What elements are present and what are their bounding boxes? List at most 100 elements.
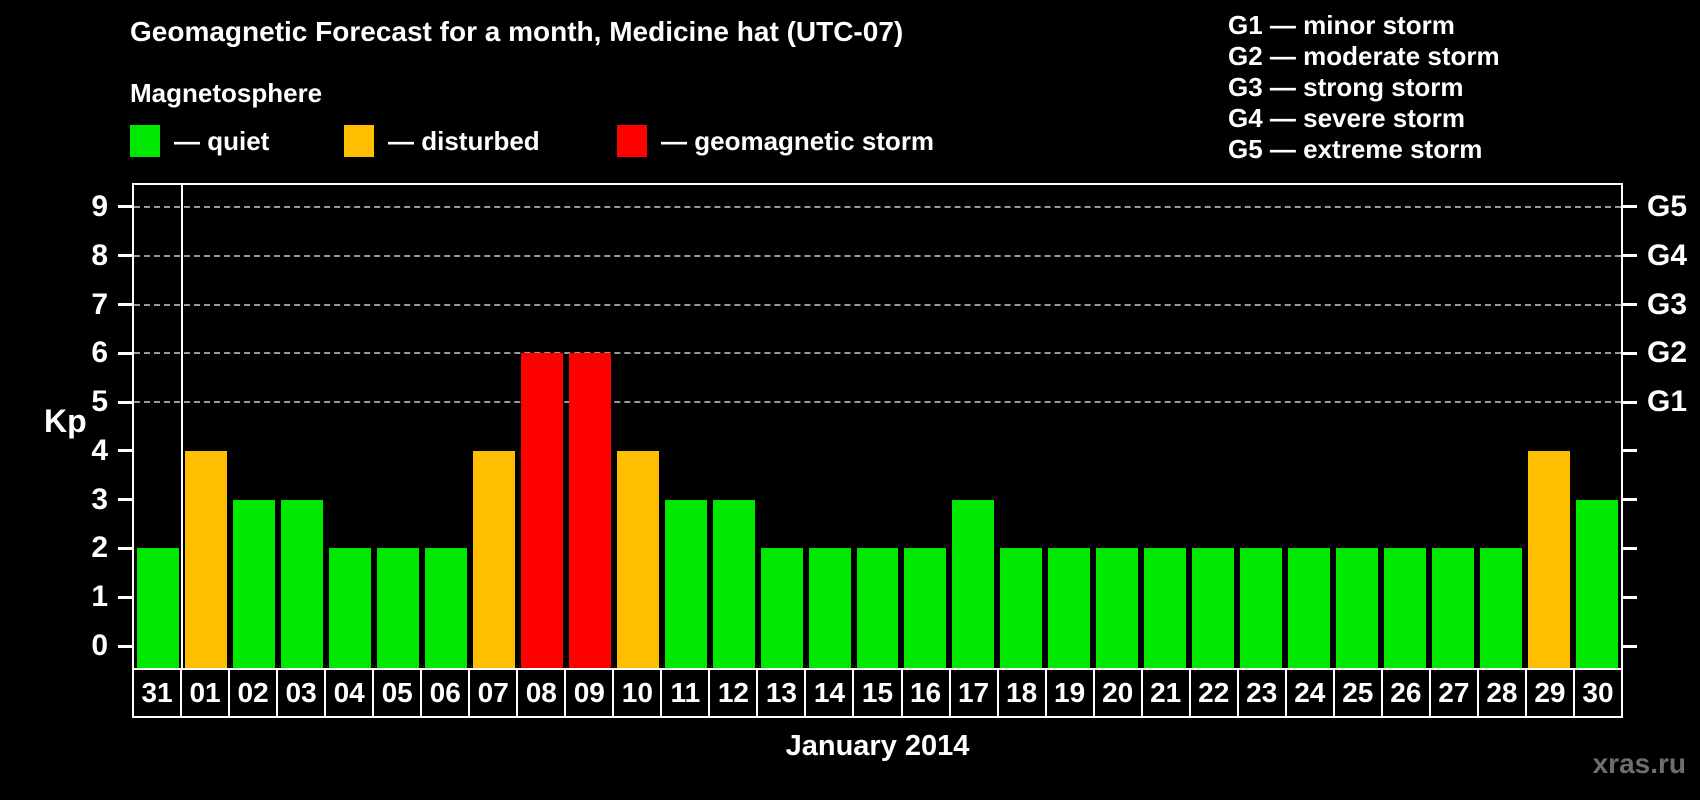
bar-day-19: [1048, 548, 1091, 668]
bar-day-21: [1144, 548, 1187, 668]
x-date-cell-23: 23: [1236, 668, 1287, 718]
x-date-cell-14: 14: [804, 668, 855, 718]
y-tick-right-2: [1623, 546, 1637, 550]
storm-scale-item: G4 — severe storm: [1228, 103, 1466, 133]
x-date-cell-26: 26: [1380, 668, 1431, 718]
x-date-cell-04: 04: [324, 668, 375, 718]
x-date-cell-01: 01: [180, 668, 231, 718]
gridline-kp8: [134, 254, 1621, 257]
legend-swatch-disturbed: [344, 125, 374, 157]
legend-label-quiet: — quiet: [174, 125, 270, 156]
bar-day-20: [1096, 548, 1139, 668]
x-date-cell-15: 15: [852, 668, 903, 718]
gridline-kp9: [134, 205, 1621, 208]
x-date-cell-06: 06: [420, 668, 471, 718]
y-tick-label-9: 9: [91, 189, 108, 223]
legend-swatch-quiet: [130, 125, 160, 157]
x-date-cell-12: 12: [708, 668, 759, 718]
bar-day-06: [424, 548, 467, 668]
bar-day-12: [712, 499, 755, 668]
x-date-cell-16: 16: [900, 668, 951, 718]
bar-day-14: [808, 548, 851, 668]
x-date-cell-31: 31: [132, 668, 183, 718]
bar-day-01: [184, 450, 227, 668]
y-tick-label-5: 5: [91, 385, 108, 419]
bar-day-05: [376, 548, 419, 668]
y-tick-left-9: [118, 205, 132, 209]
bar-day-02: [232, 499, 275, 668]
magnetosphere-legend: — quiet — disturbed — geomagnetic storm: [0, 120, 1700, 162]
bar-day-22: [1192, 548, 1235, 668]
bar-day-03: [280, 499, 323, 668]
bar-day-10: [616, 450, 659, 668]
y-tick-label-8: 8: [91, 238, 108, 272]
g-scale-label-G5: G5: [1647, 189, 1688, 223]
x-date-cell-07: 07: [468, 668, 519, 718]
bar-day-04: [328, 548, 371, 668]
y-tick-left-1: [118, 595, 132, 599]
y-axis-right: G1 G2 G3 G4 G5: [1623, 185, 1700, 668]
magnetosphere-label: Magnetosphere: [130, 78, 323, 108]
bar-day-11: [664, 499, 707, 668]
gridline-kp5: [134, 401, 1621, 404]
bar-day-30: [1576, 499, 1618, 668]
storm-scale-legend: G1 — minor storm G2 — moderate storm G3 — …: [1228, 10, 1500, 165]
x-date-cell-28: 28: [1476, 668, 1527, 718]
x-date-cell-21: 21: [1140, 668, 1191, 718]
x-date-cell-24: 24: [1284, 668, 1335, 718]
y-tick-label-0: 0: [91, 629, 108, 663]
y-tick-right-6: [1623, 351, 1637, 355]
x-date-cell-10: 10: [612, 668, 663, 718]
bar-day-26: [1384, 548, 1427, 668]
y-tick-left-7: [118, 303, 132, 307]
x-date-cell-02: 02: [228, 668, 279, 718]
legend-label-disturbed: — disturbed: [388, 125, 540, 156]
g-scale-label-G2: G2: [1647, 336, 1688, 370]
gridline-kp6: [134, 352, 1621, 355]
y-tick-left-8: [118, 254, 132, 258]
x-date-cell-08: 08: [516, 668, 567, 718]
x-date-cell-03: 03: [276, 668, 327, 718]
x-date-cell-29: 29: [1524, 668, 1575, 718]
x-date-cell-11: 11: [660, 668, 711, 718]
legend-item-storm: — geomagnetic storm: [617, 120, 934, 162]
legend-item-quiet: — quiet: [130, 120, 269, 162]
y-tick-left-2: [118, 546, 132, 550]
storm-scale-item: G5 — extreme storm: [1228, 134, 1483, 164]
y-axis-left: 0 1 2 3 4 5 6 7 8 9: [0, 185, 132, 668]
legend-item-disturbed: — disturbed: [344, 120, 540, 162]
bar-day-18: [1000, 548, 1043, 668]
x-date-cell-19: 19: [1044, 668, 1095, 718]
g-scale-label-G3: G3: [1647, 287, 1688, 321]
storm-scale-item: G1 — minor storm: [1228, 10, 1455, 40]
x-date-cell-17: 17: [948, 668, 999, 718]
y-tick-label-4: 4: [91, 433, 108, 467]
bar-day-29: [1528, 450, 1571, 668]
y-tick-right-4: [1623, 449, 1637, 453]
y-tick-right-3: [1623, 498, 1637, 502]
bar-day-08: [520, 353, 563, 668]
bar-day-15: [856, 548, 899, 668]
x-date-cell-13: 13: [756, 668, 807, 718]
plot-area: [132, 183, 1623, 668]
bar-day-17: [952, 499, 995, 668]
storm-scale-item: G2 — moderate storm: [1228, 41, 1500, 71]
x-date-cell-30: 30: [1572, 668, 1623, 718]
x-date-cell-09: 09: [564, 668, 615, 718]
bar-day-23: [1240, 548, 1283, 668]
y-tick-label-3: 3: [91, 482, 108, 516]
y-tick-left-5: [118, 400, 132, 404]
y-tick-label-6: 6: [91, 336, 108, 370]
y-tick-right-1: [1623, 595, 1637, 599]
x-date-cell-18: 18: [996, 668, 1047, 718]
y-axis-title: Kp: [44, 403, 87, 439]
bar-day-09: [568, 353, 611, 668]
y-tick-right-9: [1623, 205, 1637, 209]
x-date-cell-27: 27: [1428, 668, 1479, 718]
y-tick-label-2: 2: [91, 531, 108, 565]
y-tick-left-0: [118, 644, 132, 648]
y-tick-right-8: [1623, 254, 1637, 258]
legend-label-storm: — geomagnetic storm: [661, 125, 935, 156]
x-date-cell-22: 22: [1188, 668, 1239, 718]
